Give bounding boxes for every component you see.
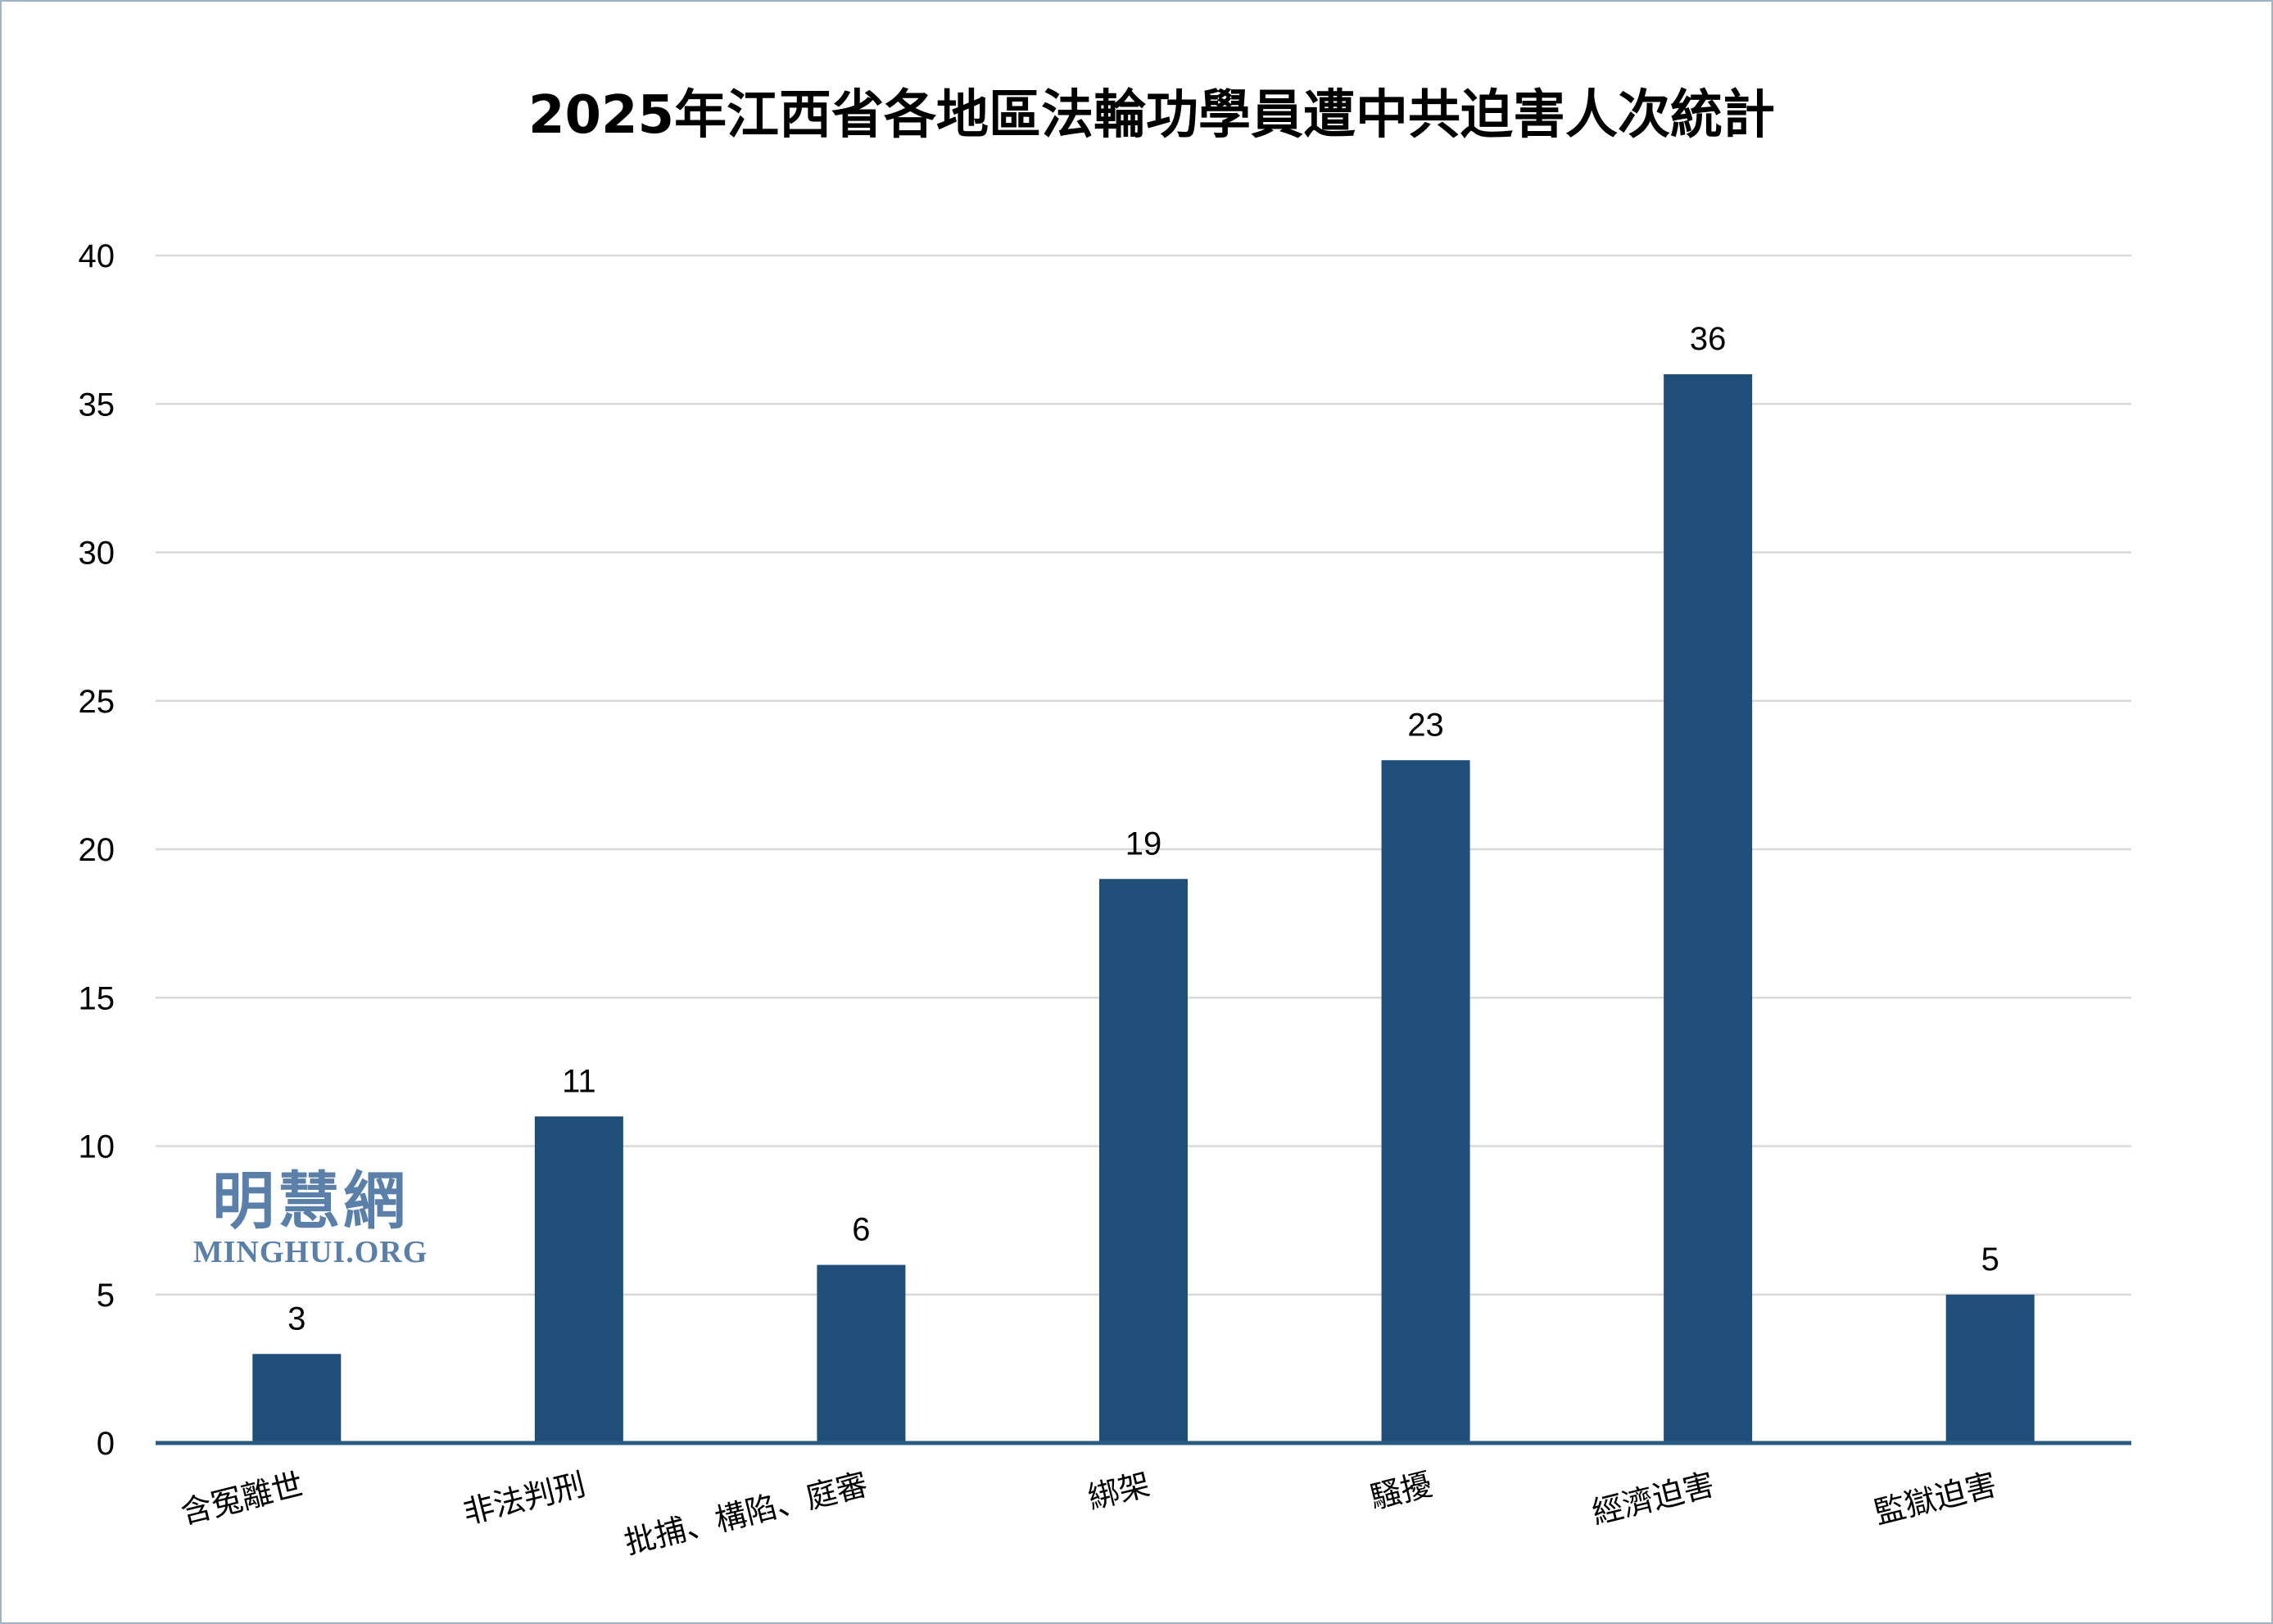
minghui-watermark-logo: 明慧網 MINGHUI.ORG bbox=[175, 1169, 446, 1270]
x-category-label: 含冤離世 bbox=[177, 1466, 306, 1531]
x-category-label: 經濟迫害 bbox=[1588, 1466, 1718, 1531]
y-tick-label: 35 bbox=[79, 387, 115, 423]
x-category-label: 騷擾 bbox=[1366, 1466, 1435, 1516]
y-tick-label: 25 bbox=[79, 684, 115, 720]
bar-value-label: 3 bbox=[288, 1301, 306, 1337]
bar bbox=[1664, 374, 1753, 1443]
y-tick-label: 10 bbox=[79, 1129, 115, 1165]
chart-title: 2025年江西省各地區法輪功學員遭中共迫害人次統計 bbox=[528, 85, 1775, 146]
y-tick-label: 0 bbox=[97, 1426, 115, 1462]
x-category-label: 批捕、構陷、庭審 bbox=[621, 1466, 872, 1561]
bar bbox=[1099, 879, 1188, 1443]
y-tick-label: 30 bbox=[79, 536, 115, 572]
bar-value-label: 11 bbox=[562, 1063, 596, 1099]
x-category-label: 綁架 bbox=[1084, 1466, 1153, 1516]
bar-value-label: 19 bbox=[1125, 826, 1162, 862]
bar bbox=[534, 1116, 623, 1443]
watermark-chinese: 明慧網 bbox=[212, 1165, 409, 1237]
y-tick-label: 15 bbox=[79, 980, 115, 1016]
bar-value-label: 36 bbox=[1690, 321, 1727, 357]
bar bbox=[817, 1264, 906, 1443]
bar-value-label: 23 bbox=[1407, 707, 1444, 743]
x-category-label: 非法判刑 bbox=[460, 1466, 589, 1531]
bar-value-label: 5 bbox=[1981, 1242, 1999, 1278]
bar bbox=[1945, 1294, 2035, 1443]
watermark-english: MINGHUI.ORG bbox=[192, 1234, 428, 1269]
bar bbox=[1381, 760, 1470, 1443]
bar bbox=[252, 1354, 342, 1443]
y-tick-label: 5 bbox=[97, 1278, 115, 1314]
bar-value-label: 6 bbox=[852, 1212, 870, 1248]
y-tick-label: 40 bbox=[79, 238, 115, 274]
y-tick-label: 20 bbox=[79, 832, 115, 868]
x-category-label: 監獄迫害 bbox=[1871, 1466, 2000, 1531]
